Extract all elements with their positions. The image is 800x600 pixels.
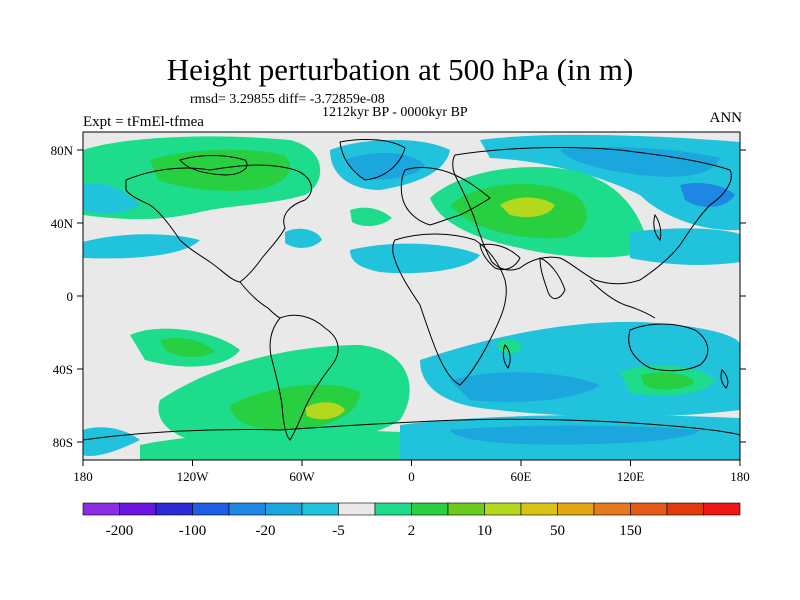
colorbar-label: 50 bbox=[550, 523, 565, 539]
kamchatka-blue bbox=[680, 183, 735, 207]
experiment-label: Expt = tFmEl-tfmea bbox=[83, 114, 204, 130]
colorbar-swatch bbox=[374, 502, 412, 516]
colorbar-swatch bbox=[82, 502, 120, 516]
lon-tick-label: 120W bbox=[177, 469, 210, 484]
lat-tick-label: 80N bbox=[51, 143, 74, 158]
lon-tick-label: 180 bbox=[730, 469, 750, 484]
north-america-negative bbox=[83, 234, 200, 259]
map-title: Height perturbation at 500 hPa (in m) bbox=[166, 52, 634, 87]
central-america-coastline bbox=[239, 281, 281, 319]
lon-tick-label: 0 bbox=[408, 469, 415, 484]
japan-coastline bbox=[653, 213, 662, 241]
lat-tick-label: 0 bbox=[67, 289, 74, 304]
colorbar-label: -5 bbox=[332, 523, 345, 539]
lon-tick-label: 60W bbox=[289, 469, 315, 484]
asia-coastline bbox=[452, 147, 732, 285]
north-america-coastline bbox=[125, 164, 313, 283]
india-coastline bbox=[539, 257, 566, 299]
colorbar-label: 150 bbox=[619, 523, 642, 539]
coastlines bbox=[83, 139, 740, 441]
colorbar-swatch bbox=[265, 502, 303, 516]
colorbar-label: 2 bbox=[408, 523, 416, 539]
colorbar-swatch bbox=[666, 502, 704, 516]
colorbar-swatch bbox=[557, 502, 595, 516]
australia-coastline bbox=[628, 323, 709, 372]
colorbar-swatch bbox=[520, 502, 558, 516]
lat-tick-label: 80S bbox=[53, 435, 73, 450]
siberia-negative-core bbox=[560, 147, 720, 177]
colorbar-label: 10 bbox=[477, 523, 492, 539]
south-indian-blue-core bbox=[450, 372, 600, 402]
lat-tick-label: 40S bbox=[53, 362, 73, 377]
longitude-axis: 180 120W 60W 0 60E 120E 180 bbox=[73, 460, 750, 484]
south-pacific-green-core bbox=[160, 338, 215, 358]
latitude-axis: 80N 40N 0 40S 80S bbox=[51, 143, 746, 450]
south-atlantic-yellow-core bbox=[305, 402, 345, 420]
antarctic-east-blue bbox=[450, 425, 700, 445]
atlantic-negative bbox=[285, 228, 322, 248]
greenland-coastline bbox=[339, 139, 406, 181]
southeast-asia-coastline bbox=[589, 279, 656, 319]
colorbar-swatch bbox=[593, 502, 631, 516]
eurasia-yellow-core bbox=[500, 197, 555, 218]
north-pacific-negative bbox=[83, 183, 140, 214]
arabia-coastline bbox=[479, 243, 521, 271]
colorbar-label: -100 bbox=[179, 523, 207, 539]
colorbar-swatch bbox=[192, 502, 230, 516]
season-label: ANN bbox=[709, 110, 743, 126]
colorbar-swatch bbox=[119, 502, 157, 516]
colorbar-swatch bbox=[301, 502, 339, 516]
mediterranean-positive bbox=[350, 207, 392, 227]
north-atlantic-negative bbox=[345, 153, 425, 180]
subtropical-atlantic-negative bbox=[350, 243, 480, 274]
colorbar-swatch bbox=[228, 502, 266, 516]
period-text: 1212kyr BP - 0000kyr BP bbox=[322, 105, 468, 120]
lat-tick-label: 40N bbox=[51, 216, 74, 231]
colorbar-swatch bbox=[411, 502, 449, 516]
southern-positive-band bbox=[140, 430, 400, 460]
north-pacific-west-negative bbox=[630, 228, 740, 265]
colorbar: -200 -100 -20 -5 2 10 50 150 bbox=[82, 502, 741, 539]
colorbar-label: -200 bbox=[106, 523, 134, 539]
arctic-green-core bbox=[150, 149, 291, 191]
colorbar-swatch bbox=[484, 502, 522, 516]
contour-field bbox=[83, 132, 740, 460]
lon-tick-label: 120E bbox=[617, 469, 645, 484]
lon-tick-label: 180 bbox=[73, 469, 93, 484]
colorbar-swatch bbox=[630, 502, 668, 516]
south-america-coastline bbox=[269, 314, 339, 441]
colorbar-swatch bbox=[447, 502, 485, 516]
africa-coastline bbox=[392, 233, 507, 386]
antarctica-coastline bbox=[83, 418, 740, 441]
madagascar-coastline bbox=[502, 344, 511, 369]
colorbar-swatch bbox=[338, 502, 376, 516]
colorbar-swatch bbox=[155, 502, 193, 516]
colorbar-swatch bbox=[703, 502, 741, 516]
arctic-islands-coastline bbox=[179, 155, 248, 176]
lon-tick-label: 60E bbox=[511, 469, 532, 484]
colorbar-label: -20 bbox=[256, 523, 276, 539]
stats-text: rmsd= 3.29855 diff= -3.72859e-08 bbox=[190, 92, 385, 107]
australia-green-core bbox=[640, 372, 695, 390]
new-zealand-coastline bbox=[720, 369, 729, 389]
